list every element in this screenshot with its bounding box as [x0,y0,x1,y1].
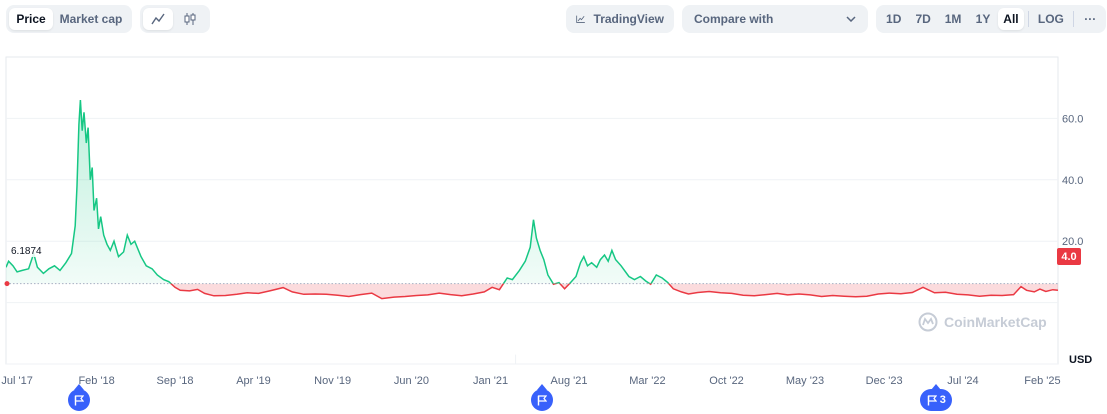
line-chart-icon [151,13,165,25]
x-tick-label: Sep '18 [157,375,194,387]
more-options-button[interactable]: ··· [1084,12,1097,26]
reference-price-label: 6.1874 [11,246,42,257]
range-7d-button[interactable]: 7D [915,12,931,26]
tradingview-label: TradingView [593,12,664,26]
price-tab[interactable]: Price [9,8,53,30]
compare-with-label: Compare with [694,12,774,26]
x-tick-label: Jul '17 [1,375,32,387]
currency-label: USD [1069,354,1093,366]
compare-with-dropdown[interactable]: Compare with [682,5,868,33]
candlestick-button[interactable] [173,8,207,30]
chart-frame [5,56,1059,365]
x-tick-label: Feb '25 [1024,375,1060,387]
chart-toolbar: Price Market cap TradingView Compare wit… [0,5,1107,33]
x-tick-label: Apr '19 [236,375,271,387]
x-tick-label: May '23 [786,375,824,387]
tradingview-chart-icon [576,15,585,23]
flag-icon [74,394,84,405]
x-tick-label: Nov '19 [314,375,351,387]
y-tick-label: 40.0 [1062,175,1083,187]
current-price-badge: 4.0 [1057,248,1081,265]
watermark: CoinMarketCap [918,312,1047,332]
event-marker[interactable] [67,384,90,411]
area-below-baseline [170,283,1058,299]
chart-style-toggle [140,5,210,33]
x-tick-label: Dec '23 [866,375,903,387]
event-marker[interactable]: 3 [920,384,953,411]
range-all-button[interactable]: All [997,8,1025,30]
watermark-text: CoinMarketCap [944,314,1047,330]
range-1y-button[interactable]: 1Y [975,12,991,26]
x-tick-label: Jul '24 [947,375,978,387]
x-tick-label: Oct '22 [709,375,744,387]
y-tick-label: 60.0 [1062,113,1083,125]
event-marker-count: 3 [939,394,946,406]
x-tick-label: Mar '22 [629,375,665,387]
baseline-dot [4,281,10,287]
toolbar-divider [1028,11,1030,27]
market-cap-tab[interactable]: Market cap [59,12,123,26]
line-chart-button[interactable] [143,8,173,30]
price-line-up [6,99,670,284]
time-range-selector: 1D 7D 1M 1Y All LOG ··· [876,5,1106,33]
candlestick-icon [184,13,196,25]
plot-border [5,56,1059,365]
event-marker[interactable] [530,384,553,411]
area-above-baseline [6,100,1058,284]
y-axis: 20.0 40.0 60.0 [1062,113,1083,248]
toolbar-divider [1072,11,1074,27]
chart-gridlines [6,117,1058,365]
price-series [4,99,1058,300]
flag-icon [927,394,937,405]
x-tick-label: Aug '21 [551,375,588,387]
flag-icon [537,394,547,405]
x-tick-label: Jan '21 [473,375,508,387]
log-scale-button[interactable]: LOG [1037,12,1064,26]
range-1d-button[interactable]: 1D [886,12,902,26]
chevron-down-icon [846,16,856,22]
x-tick-label: Jun '20 [394,375,429,387]
tradingview-button[interactable]: TradingView [566,5,674,33]
x-axis: Jul '17 Feb '18 Sep '18 Apr '19 Nov '19 Jun '… [1,375,1060,387]
y-tick-label: 20.0 [1062,236,1083,248]
x-tick-label: Feb '18 [78,375,114,387]
price-line-down [169,283,1058,300]
range-1m-button[interactable]: 1M [944,12,962,26]
metric-toggle: Price Market cap [6,5,132,33]
coinmarketcap-logo-icon [918,312,938,332]
